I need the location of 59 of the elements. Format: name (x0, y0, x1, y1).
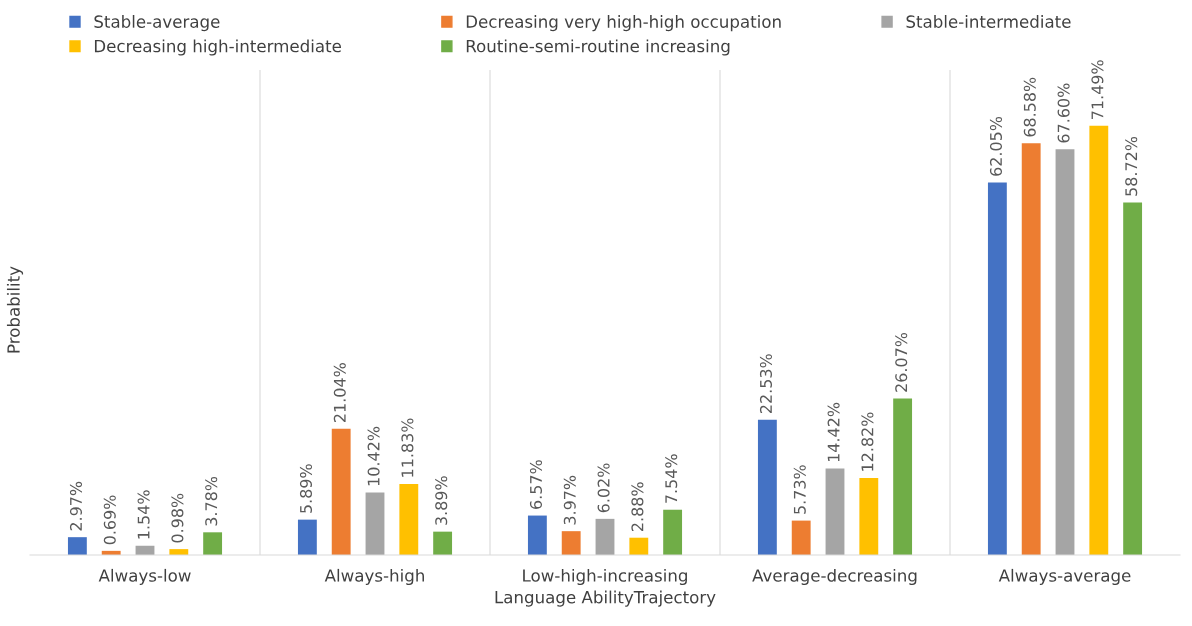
bar (561, 531, 581, 555)
data-label: 10.42% (367, 426, 380, 486)
data-label: 0.98% (171, 493, 184, 543)
data-label: 3.78% (205, 476, 218, 526)
x-tick-label: Always-high (324, 568, 424, 586)
bar (791, 520, 811, 555)
data-label: 71.49% (1091, 60, 1104, 119)
data-label: 12.82% (861, 412, 874, 471)
bar (331, 428, 351, 555)
data-label: 2.97% (69, 481, 83, 531)
data-label: 6.02% (597, 463, 610, 513)
data-label: 11.83% (401, 418, 414, 477)
legend-label: Routine-semi-routine increasing (466, 39, 730, 56)
bar (203, 532, 223, 555)
data-label: 58.72% (1125, 136, 1138, 196)
bar (1021, 143, 1041, 555)
bar (527, 515, 547, 555)
bar (1055, 149, 1075, 555)
legend-label: Decreasing high-intermediate (94, 39, 341, 56)
data-label: 26.07% (895, 332, 908, 392)
bar (1089, 125, 1109, 555)
data-label: 1.54% (137, 490, 150, 539)
legend-label: Decreasing very high-high occupation (466, 15, 781, 32)
bar (67, 537, 87, 555)
bar (297, 519, 317, 555)
data-label: 62.05% (989, 116, 1003, 176)
x-tick-label: Low-high-increasing (523, 568, 687, 586)
bar (663, 509, 683, 555)
legend-label: Stable-intermediate (906, 15, 1071, 28)
x-axis-title: Language AbilityTrajectory (495, 590, 716, 607)
data-label: 21.04% (333, 363, 346, 422)
x-tick-label: Average-decreasing (752, 568, 917, 586)
data-label: 67.60% (1057, 83, 1070, 143)
bar (825, 468, 845, 555)
bar (365, 492, 385, 555)
data-label: 22.53% (759, 354, 773, 414)
bar (1123, 202, 1143, 555)
data-label: 0.69% (103, 495, 116, 545)
y-axis-title: Probability (6, 266, 24, 353)
bar (757, 419, 777, 555)
bar (399, 483, 419, 555)
data-label: 3.89% (435, 476, 448, 525)
data-label: 3.97% (563, 475, 576, 525)
data-label: 6.57% (529, 460, 543, 509)
bar (433, 531, 453, 555)
legend-label: Stable-average (94, 15, 220, 32)
data-label: 7.54% (665, 454, 678, 503)
bar (859, 478, 879, 555)
data-label: 14.42% (827, 402, 840, 462)
data-label: 68.58% (1023, 77, 1036, 137)
bar (987, 182, 1007, 555)
x-tick-label: Always-low (98, 568, 191, 586)
data-label: 5.73% (793, 465, 806, 514)
data-label: 2.88% (631, 482, 644, 531)
data-label: 5.89% (299, 464, 313, 513)
x-tick-label: Always-average (998, 568, 1131, 586)
bar (893, 398, 913, 555)
bar (595, 518, 615, 555)
bar (629, 537, 649, 555)
